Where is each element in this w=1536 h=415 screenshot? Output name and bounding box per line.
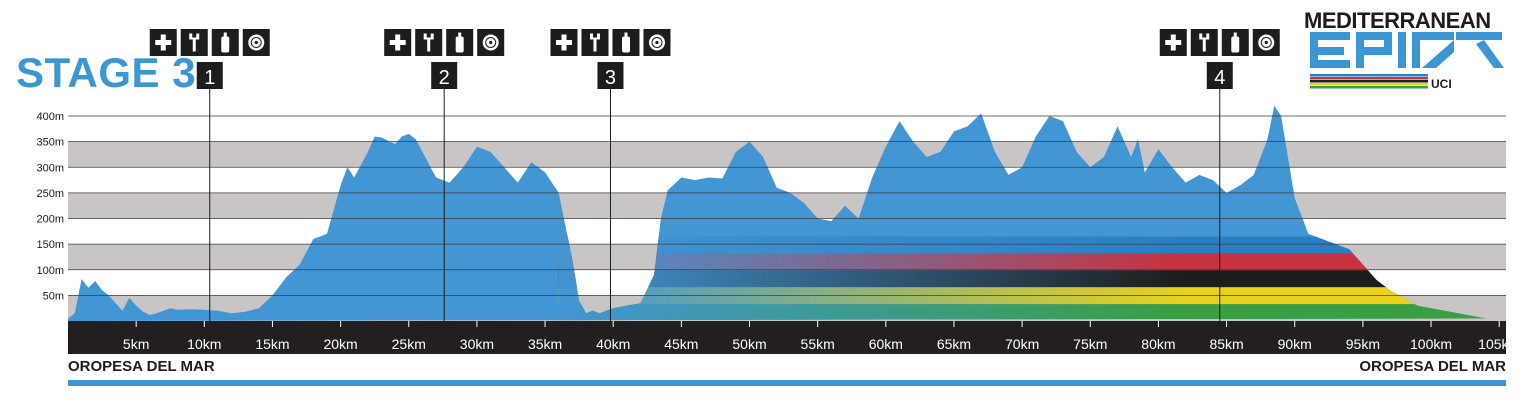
wrench-icon	[415, 29, 443, 56]
y-tick-label: 300m	[36, 162, 64, 174]
feed-zone-number: 4	[1214, 67, 1225, 89]
x-tick-label: 80km	[1141, 336, 1175, 352]
x-tick-label: 60km	[869, 336, 903, 352]
feed-zone-number: 3	[605, 67, 616, 89]
y-tick-label: 400m	[36, 111, 64, 123]
medical-cross-icon	[1159, 29, 1187, 56]
x-axis: 5km 10km 15km 20km 25km 30km 35km 40km 45km 50km 5…	[68, 321, 1520, 354]
feed-zone-2: 2	[384, 29, 505, 321]
x-tick-label: 25km	[392, 336, 426, 352]
medical-cross-icon	[384, 29, 412, 56]
elevation-band	[68, 141, 1506, 168]
x-tick-label: 95km	[1346, 336, 1380, 352]
y-tick-label: 100m	[36, 265, 64, 277]
x-tick-label: 5km	[123, 336, 149, 352]
y-tick-label: 150m	[36, 239, 64, 251]
x-tick-label: 55km	[801, 336, 835, 352]
y-tick-label: 250m	[36, 188, 64, 200]
medical-cross-icon	[550, 29, 578, 56]
wrench-icon	[1190, 29, 1218, 56]
gridlines	[68, 115, 1506, 296]
feed-zone-number: 1	[204, 67, 215, 89]
medical-cross-icon	[149, 29, 177, 56]
stage-title: STAGE 3	[16, 49, 197, 96]
x-tick-label: 15km	[255, 336, 289, 352]
x-tick-label: 90km	[1278, 336, 1312, 352]
x-tick-label: 105km	[1478, 336, 1520, 352]
logo-name: MEDITERRANEAN	[1304, 8, 1491, 33]
wrench-icon	[581, 29, 609, 56]
mediterranean-epic-logo: MEDITERRANEAN UCI	[1304, 10, 1510, 96]
x-tick-label: 70km	[1005, 336, 1039, 352]
x-tick-label: 20km	[323, 336, 357, 352]
wheel-icon	[477, 29, 505, 56]
x-tick-label: 45km	[664, 336, 698, 352]
y-axis: 50m 100m 150m 200m 250m 300m 350m 400m	[36, 111, 64, 302]
feed-zone-4: 4	[1159, 29, 1280, 321]
finish-location: OROPESA DEL MAR	[1359, 358, 1506, 375]
feed-zones: 1 2 3 4	[149, 29, 1280, 321]
x-tick-label: 10km	[187, 336, 221, 352]
x-tick-label: 65km	[937, 336, 971, 352]
bottle-icon	[211, 29, 239, 56]
feed-zone-number-box	[431, 62, 458, 89]
y-tick-label: 50m	[43, 290, 64, 302]
x-tick-label: 75km	[1073, 336, 1107, 352]
x-tick-label: 50km	[732, 336, 766, 352]
y-tick-label: 350m	[36, 137, 64, 149]
feed-zone-number: 2	[439, 67, 450, 89]
feed-zone-number-box	[597, 62, 624, 89]
x-tick-label: 100km	[1410, 336, 1452, 352]
wrench-icon	[180, 29, 208, 56]
x-tick-label: 85km	[1209, 336, 1243, 352]
feed-zone-1: 1	[149, 29, 270, 321]
x-tick-label: 40km	[596, 336, 630, 352]
x-tick-label: 30km	[460, 336, 494, 352]
feed-zone-3: 3	[550, 29, 671, 321]
uci-rainbow-stripes	[558, 236, 1500, 321]
y-tick-label: 200m	[36, 214, 64, 226]
x-axis-band	[68, 321, 1506, 354]
bottle-icon	[612, 29, 640, 56]
feed-zone-number-box	[1206, 62, 1233, 89]
wheel-icon	[242, 29, 270, 56]
bottle-icon	[1221, 29, 1249, 56]
epic-wordmark-icon: UCI	[1310, 32, 1504, 91]
uci-badge: UCI	[1431, 77, 1452, 91]
rainbow-fade	[558, 236, 1186, 321]
start-location: OROPESA DEL MAR	[68, 358, 215, 375]
feed-zone-number-box	[196, 62, 223, 89]
bottle-icon	[446, 29, 474, 56]
accent-baseline-bar	[68, 380, 1506, 386]
wheel-icon	[1252, 29, 1280, 56]
wheel-icon	[643, 29, 671, 56]
x-tick-label: 35km	[528, 336, 562, 352]
